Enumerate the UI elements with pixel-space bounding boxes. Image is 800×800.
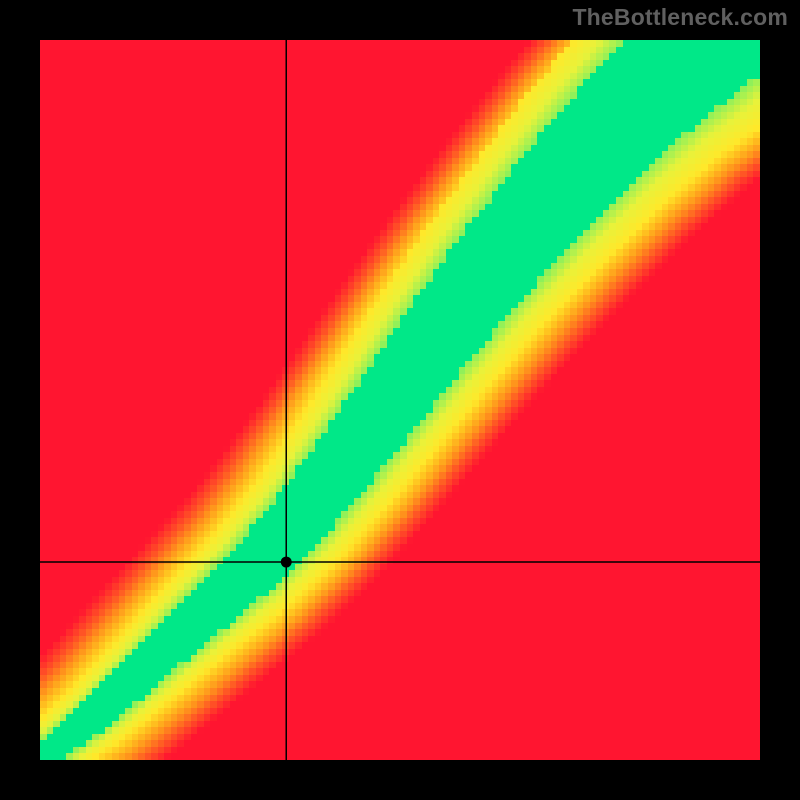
bottleneck-heatmap	[0, 0, 800, 800]
source-attribution: TheBottleneck.com	[572, 4, 788, 31]
